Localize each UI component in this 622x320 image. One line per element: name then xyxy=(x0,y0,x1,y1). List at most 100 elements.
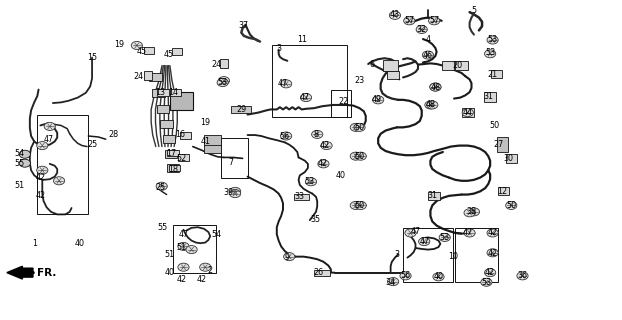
Text: 51: 51 xyxy=(15,181,25,190)
Text: 42: 42 xyxy=(35,191,45,200)
Ellipse shape xyxy=(300,93,312,102)
Text: 27: 27 xyxy=(494,140,504,149)
Bar xyxy=(167,150,179,156)
Ellipse shape xyxy=(373,96,384,104)
Bar xyxy=(428,192,440,200)
Text: 42: 42 xyxy=(197,275,207,284)
Text: 11: 11 xyxy=(297,35,307,44)
Text: 9: 9 xyxy=(285,253,290,262)
Ellipse shape xyxy=(355,152,366,160)
Ellipse shape xyxy=(487,36,498,44)
Text: 56: 56 xyxy=(401,271,411,280)
Bar xyxy=(149,74,162,82)
Text: 13: 13 xyxy=(156,88,165,97)
Bar xyxy=(163,135,175,143)
Ellipse shape xyxy=(422,51,434,59)
Ellipse shape xyxy=(430,83,441,91)
Text: 54: 54 xyxy=(15,149,25,158)
Text: 32: 32 xyxy=(417,25,427,34)
Text: 28: 28 xyxy=(108,130,118,139)
Ellipse shape xyxy=(200,263,211,271)
Ellipse shape xyxy=(464,229,475,237)
Text: 22: 22 xyxy=(338,97,348,106)
Ellipse shape xyxy=(53,177,65,185)
Text: 24: 24 xyxy=(133,72,143,81)
Bar xyxy=(231,106,251,113)
Bar xyxy=(204,134,221,146)
Text: 35: 35 xyxy=(311,215,321,224)
Ellipse shape xyxy=(321,141,332,150)
Text: 42: 42 xyxy=(488,249,498,258)
Text: 10: 10 xyxy=(448,252,458,261)
Text: 42: 42 xyxy=(485,268,495,277)
Bar xyxy=(221,138,248,178)
Text: 47: 47 xyxy=(179,230,188,239)
Bar xyxy=(383,60,398,71)
Bar xyxy=(204,145,221,153)
Ellipse shape xyxy=(37,166,48,174)
Ellipse shape xyxy=(44,122,55,131)
Ellipse shape xyxy=(19,159,30,167)
Bar xyxy=(294,194,309,200)
Text: 24: 24 xyxy=(211,60,221,68)
Text: 42: 42 xyxy=(320,141,330,150)
Text: 18: 18 xyxy=(168,165,178,174)
Ellipse shape xyxy=(485,268,496,277)
Text: 50: 50 xyxy=(355,201,364,210)
Ellipse shape xyxy=(284,252,295,261)
Text: 4: 4 xyxy=(425,35,430,44)
Text: 40: 40 xyxy=(336,171,346,180)
Bar xyxy=(314,270,330,276)
Text: 52: 52 xyxy=(177,154,187,163)
Ellipse shape xyxy=(430,83,441,91)
Ellipse shape xyxy=(354,123,365,132)
Text: 47: 47 xyxy=(419,237,429,246)
Text: 30: 30 xyxy=(504,154,514,163)
Text: 54: 54 xyxy=(211,230,221,239)
Ellipse shape xyxy=(487,229,498,237)
Text: 25: 25 xyxy=(156,183,165,192)
Bar xyxy=(157,105,169,113)
Text: 45: 45 xyxy=(164,50,174,59)
Ellipse shape xyxy=(462,108,473,117)
Text: 31: 31 xyxy=(427,191,437,200)
Text: 14: 14 xyxy=(168,88,178,97)
Ellipse shape xyxy=(464,209,475,217)
Text: 53: 53 xyxy=(485,48,495,57)
Ellipse shape xyxy=(350,152,361,160)
Text: 47: 47 xyxy=(44,135,53,144)
Bar xyxy=(180,132,191,139)
Bar xyxy=(157,89,169,96)
Text: 46: 46 xyxy=(423,51,433,60)
Text: 57: 57 xyxy=(404,16,414,25)
Bar xyxy=(178,154,189,161)
Ellipse shape xyxy=(312,130,323,139)
Ellipse shape xyxy=(485,50,496,58)
Ellipse shape xyxy=(217,78,228,87)
Ellipse shape xyxy=(388,277,399,286)
Ellipse shape xyxy=(487,249,498,257)
Bar xyxy=(169,165,180,171)
Ellipse shape xyxy=(433,273,444,281)
Text: 17: 17 xyxy=(166,149,176,158)
Text: 56: 56 xyxy=(280,132,290,140)
Text: 47: 47 xyxy=(300,93,310,102)
Text: 41: 41 xyxy=(200,137,210,146)
Ellipse shape xyxy=(517,272,528,280)
Text: 40: 40 xyxy=(75,239,85,248)
Text: 16: 16 xyxy=(175,130,185,139)
Ellipse shape xyxy=(350,201,361,210)
Ellipse shape xyxy=(305,178,317,186)
Ellipse shape xyxy=(178,242,189,251)
Text: 50: 50 xyxy=(506,201,516,210)
Ellipse shape xyxy=(186,245,197,254)
Ellipse shape xyxy=(429,17,440,25)
Bar xyxy=(403,228,453,282)
Bar xyxy=(455,228,498,282)
Ellipse shape xyxy=(230,187,241,196)
Bar xyxy=(165,150,177,158)
Text: 12: 12 xyxy=(498,187,508,196)
Text: 31: 31 xyxy=(483,92,493,101)
Text: 25: 25 xyxy=(87,140,97,148)
Text: 53: 53 xyxy=(481,278,491,287)
